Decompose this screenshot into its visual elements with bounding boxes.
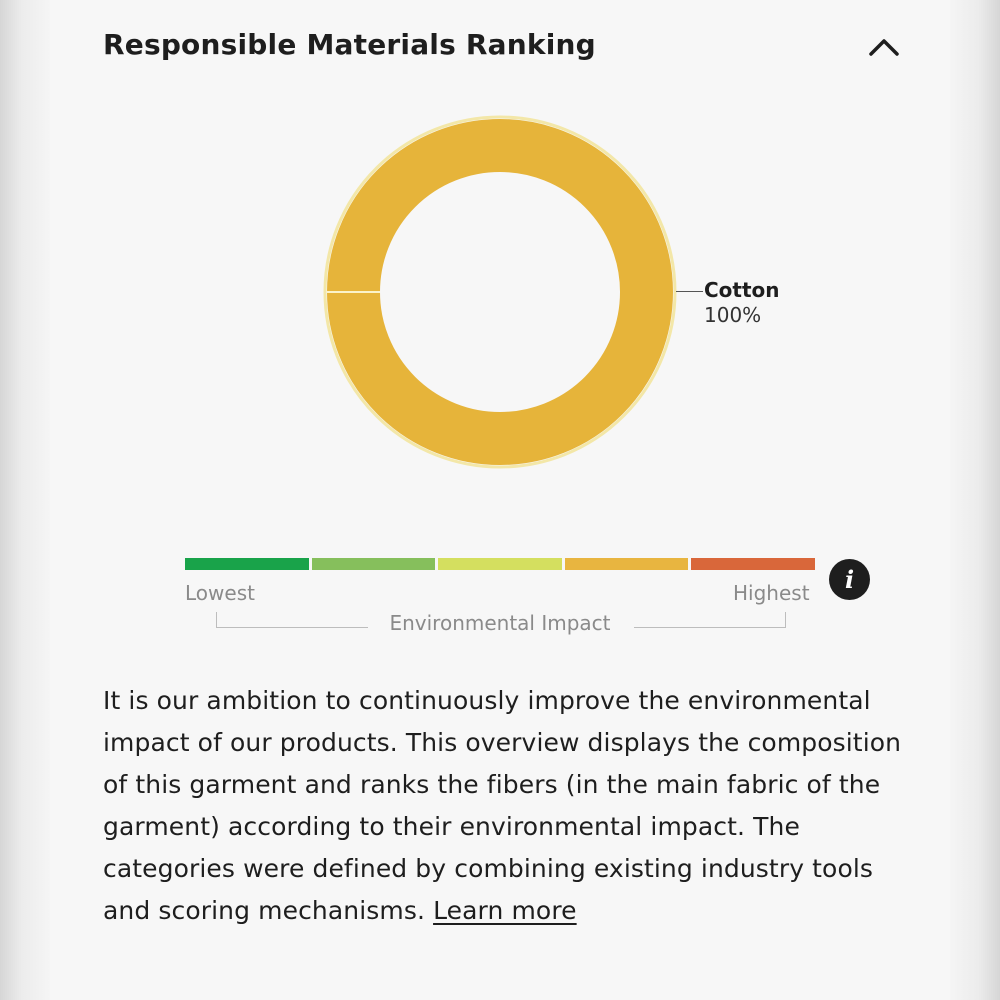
description-body: It is our ambition to continuously impro… [103, 686, 902, 925]
section-title: Responsible Materials Ranking [103, 28, 596, 61]
impact-bracket [216, 612, 786, 628]
impact-caption-text: Environmental Impact [379, 611, 621, 635]
slice-name: Cotton [704, 278, 780, 302]
slice-percentage: 100% [704, 303, 762, 327]
scale-lowest-label: Lowest [185, 581, 255, 605]
info-icon[interactable]: i [829, 559, 870, 600]
impact-scale-segment-2 [311, 558, 436, 570]
donut-glow [323, 115, 677, 469]
description-text: It is our ambition to continuously impro… [103, 680, 913, 932]
chevron-up-icon [869, 39, 899, 56]
impact-scale-segment-3 [438, 558, 562, 570]
scale-highest-label: Highest [733, 581, 810, 605]
impact-scale-bar [185, 558, 815, 570]
impact-scale-segment-4 [564, 558, 689, 570]
impact-scale-segment-5 [691, 558, 815, 570]
slice-leader-line [676, 291, 703, 292]
slice-label-cotton: Cotton 100% [704, 278, 780, 328]
learn-more-link[interactable]: Learn more [433, 896, 577, 925]
collapse-button[interactable] [860, 28, 908, 68]
donut-slice-cotton [327, 119, 673, 465]
impact-scale-segment-1 [185, 558, 309, 570]
composition-donut-chart [300, 110, 700, 480]
impact-caption: Environmental Impact [0, 611, 1000, 635]
donut-svg [323, 115, 677, 469]
